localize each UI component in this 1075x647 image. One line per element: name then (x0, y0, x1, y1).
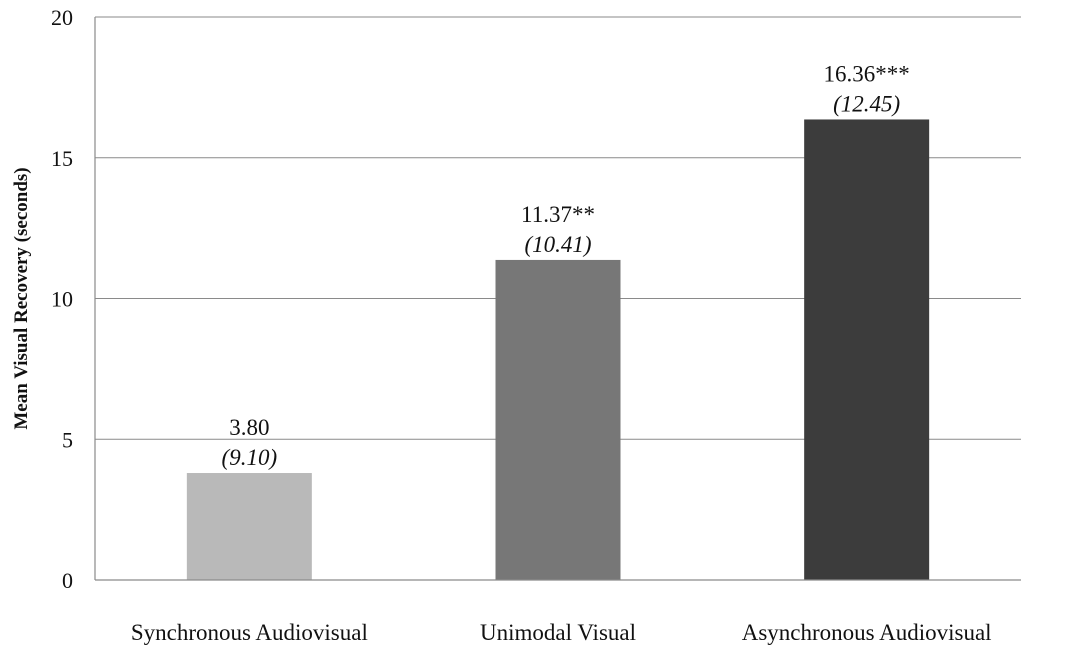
y-tick-label: 10 (51, 287, 73, 312)
category-label: Synchronous Audiovisual (131, 620, 368, 645)
sd-label: (9.10) (222, 445, 278, 470)
category-label: Unimodal Visual (480, 620, 636, 645)
bar (804, 119, 930, 580)
y-tick-label: 15 (51, 146, 73, 171)
category-label: Asynchronous Audiovisual (742, 620, 992, 645)
value-label: 3.80 (229, 415, 269, 440)
bar (186, 473, 312, 580)
data-labels: 3.80 (9.10) 11.37** (10.41) 16.36*** (12.45) (222, 61, 910, 470)
sd-label: (10.41) (524, 232, 591, 257)
axes (94, 17, 1021, 581)
sd-label: (12.45) (833, 91, 900, 116)
y-tick-labels: 0 5 10 15 20 (51, 5, 73, 593)
bar (495, 259, 621, 580)
bars (186, 119, 930, 580)
y-axis-title: Mean Visual Recovery (seconds) (11, 167, 32, 429)
value-label: 11.37** (521, 202, 595, 227)
value-label: 16.36*** (824, 61, 910, 86)
y-tick-label: 5 (62, 427, 73, 452)
y-tick-label: 20 (51, 5, 73, 30)
category-labels: Synchronous Audiovisual Unimodal Visual As… (131, 620, 992, 645)
y-tick-label: 0 (62, 568, 73, 593)
